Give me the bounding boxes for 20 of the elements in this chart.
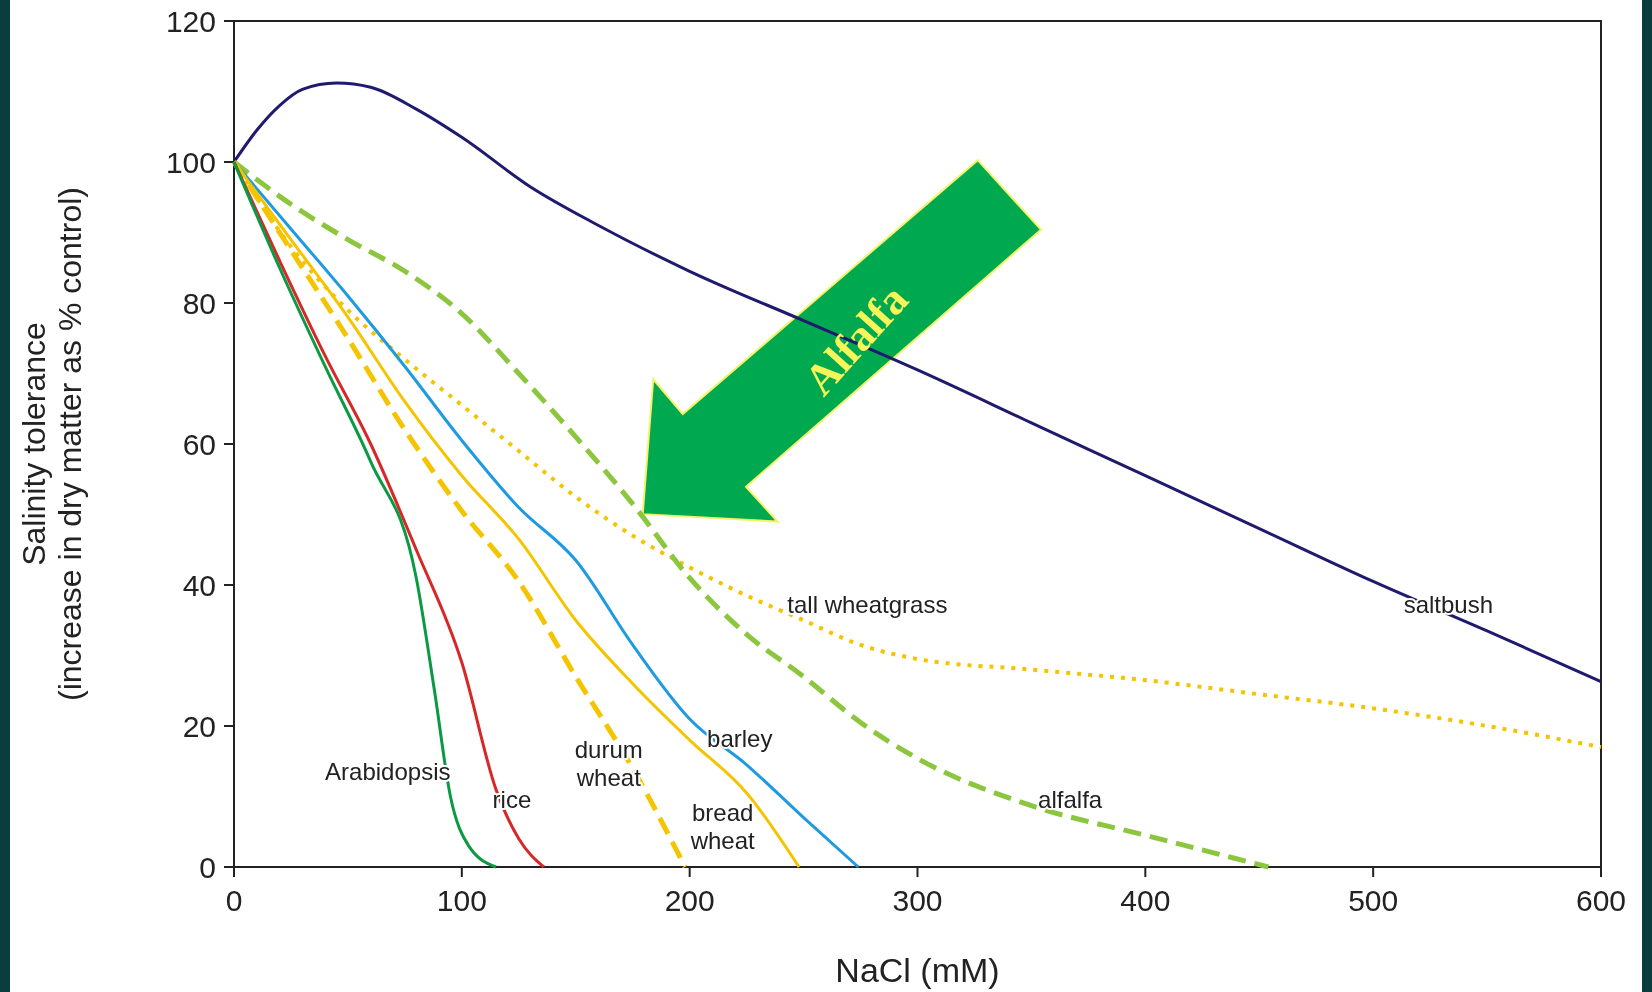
y-axis-title: Salinity tolerance (increase in dry matter as % control) bbox=[16, 187, 88, 701]
x-tick-label: 500 bbox=[1348, 884, 1399, 917]
y-tick-label: 0 bbox=[199, 850, 216, 884]
y-tick-label: 20 bbox=[182, 709, 216, 743]
y-tick-label: 120 bbox=[165, 4, 216, 38]
line-series bbox=[232, 81, 1603, 684]
y-tick-label: 80 bbox=[182, 286, 216, 320]
series-label: tall wheatgrass bbox=[787, 591, 948, 619]
x-tick-label: 100 bbox=[436, 884, 487, 917]
series-label: alfalfa bbox=[1038, 785, 1103, 813]
x-axis-title: NaCl (mM) bbox=[835, 951, 1000, 989]
x-tick-label: 0 bbox=[225, 884, 243, 917]
x-tick-label: 600 bbox=[1575, 884, 1627, 917]
x-tick-label: 400 bbox=[1120, 884, 1171, 917]
y-tick-label: 100 bbox=[165, 145, 216, 179]
x-tick-label: 300 bbox=[892, 884, 943, 917]
x-tick-label: 200 bbox=[664, 884, 715, 917]
series-label: bread wheat bbox=[689, 799, 756, 855]
y-tick-label: 40 bbox=[182, 568, 216, 602]
y-tick-label: 60 bbox=[182, 427, 216, 461]
